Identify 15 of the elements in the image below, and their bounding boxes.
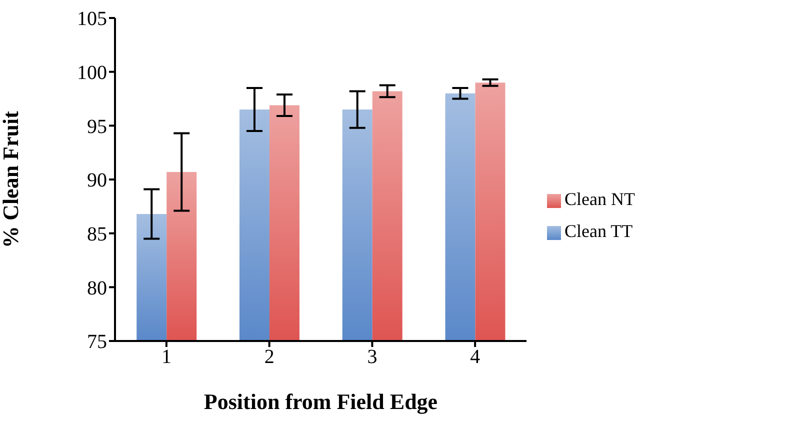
y-tick-label: 105 [77,8,107,30]
legend-label: Clean TT [564,221,633,241]
y-tick-label: 80 [87,277,107,300]
x-tick-label: 4 [470,346,480,368]
y-tick-label: 75 [87,331,107,354]
y-axis-title: % Clean Fruit [0,110,23,248]
y-tick-label: 85 [87,223,107,246]
x-tick-label: 2 [264,346,274,368]
x-tick-label: 1 [161,346,172,368]
y-tick-label: 100 [77,62,107,84]
x-axis-title: Position from Field Edge [204,389,438,414]
y-tick-label: 95 [87,116,107,138]
legend-label: Clean NT [564,189,635,209]
y-tick-label: 90 [87,170,107,192]
x-tick-label: 3 [367,346,378,368]
